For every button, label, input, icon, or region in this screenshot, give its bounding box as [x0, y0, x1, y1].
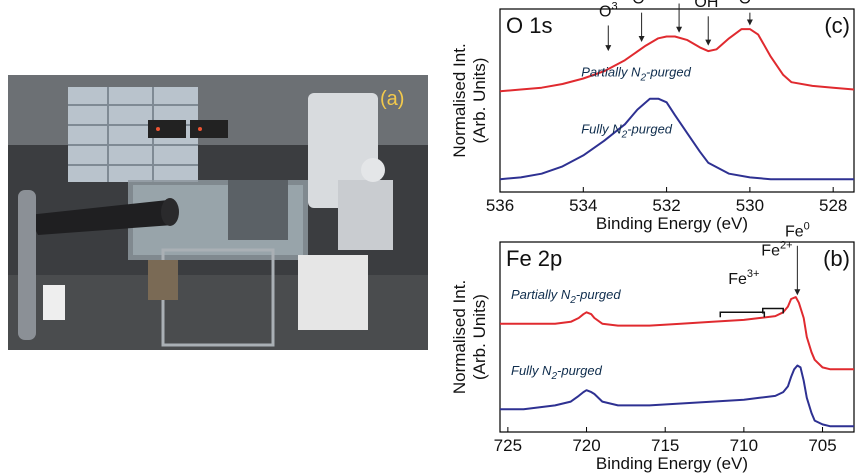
o1s-peak-arrow-head: [605, 45, 612, 52]
o1s-x-tick-label: 530: [736, 196, 764, 215]
fe2p-peak-label-0: Fe0: [785, 220, 810, 240]
fe2p-x-tick-label: 725: [494, 436, 522, 455]
o1s-peak-label-base: O: [739, 0, 751, 8]
fe2p-plot-frame: [499, 241, 855, 433]
o1s-peak-arrow-head: [676, 26, 683, 33]
o1s-peak-label-base: O: [599, 3, 611, 20]
fe2p-x-tick-label: 715: [651, 436, 679, 455]
o1s-y-axis-label-line1: Normalised Int.: [450, 43, 469, 157]
o1s-y-axis-label-line2: (Arb. Units): [470, 58, 489, 144]
fe2p-series-label-tail: -purged: [557, 363, 603, 378]
o1s-series-label-sub: 2: [621, 129, 628, 140]
fe2p-y-axis-label-line1: Normalised Int.: [450, 280, 469, 394]
fe2p-peak-label-sup: 0: [804, 220, 810, 232]
o1s-peak-label-3: OH-: [694, 0, 722, 11]
o1s-x-tick-label: 536: [486, 196, 514, 215]
o1s-series-label-sub: 2: [639, 73, 646, 84]
o1s-peak-label-1: O2: [632, 0, 651, 8]
fe2p-series-line-1: [500, 364, 854, 428]
o1s-element-label: O 1s: [506, 13, 552, 38]
fe2p-peak-arrow-head: [794, 289, 801, 296]
o1s-panel-label: (c): [824, 13, 850, 38]
o1s-series-label-tail: -purged: [627, 121, 673, 136]
fe2p-peak-label-sup: 2+: [780, 239, 793, 251]
o1s-x-tick-label: 532: [652, 196, 680, 215]
fe2p-x-tick-label: 710: [730, 436, 758, 455]
o1s-peak-label-0: O3: [599, 0, 618, 20]
fe2p-series-label-0: Partially N2-purged: [511, 287, 621, 306]
fe2p-peak-label-1: Fe2+: [761, 239, 792, 259]
fe2p-peak-label-2: Fe3+: [728, 268, 759, 288]
o1s-peak-label-sup: 3: [611, 0, 617, 12]
o1s-plot-frame: [499, 8, 855, 193]
glovebox-photo: (a): [8, 75, 428, 350]
fe2p-series-label-sub: 2: [569, 295, 576, 306]
fe2p-series-label-tail: -purged: [576, 287, 622, 302]
o1s-peak-arrow-head: [638, 35, 645, 42]
fe2p-series-label-main: Fully N: [511, 363, 552, 378]
fe2p-panel-label: (b): [823, 246, 850, 271]
photo-panel-label: (a): [380, 88, 404, 110]
fe2p-element-label: Fe 2p: [506, 246, 562, 271]
o1s-peak-label-sup: -: [718, 0, 722, 3]
fe2p-x-axis-label: Binding Energy (eV): [596, 454, 748, 473]
fe2p-series-label-sub: 2: [550, 371, 557, 382]
o1s-peak-label-base: O: [632, 0, 644, 8]
o1s-series-line-0: [499, 28, 855, 93]
o1s-series-label-0: Partially N2-purged: [581, 65, 691, 84]
o1s-x-axis-label: Binding Energy (eV): [596, 214, 748, 233]
fe2p-peak-label-base: Fe: [785, 223, 804, 240]
o1s-series-label-main: Fully N: [581, 121, 622, 136]
fe2p-peak-label-sup: 3+: [747, 268, 760, 280]
fe2p-range-bracket: [719, 311, 766, 318]
o1s-series-line-1: [499, 97, 854, 181]
o1s-series-label-main: Partially N: [581, 65, 641, 80]
o1s-series-label-tail: -purged: [646, 65, 692, 80]
fe2p-series-line-0: [500, 296, 854, 371]
fe2p-series-label-main: Partially N: [511, 287, 571, 302]
o1s-peak-label-4: O2-: [739, 0, 762, 8]
fe2p-series-label-1: Fully N2-purged: [511, 363, 603, 382]
glovebox-photo-drawing: (a): [8, 75, 428, 350]
o1s-x-tick-label: 528: [819, 196, 847, 215]
o1s-peak-label-base: OH: [694, 0, 718, 11]
fe2p-spectrum-panel: 725 720 715 710 705 Binding Energy (eV) Normal…: [450, 220, 855, 473]
fe2p-range-bracket: [761, 307, 784, 314]
fe2p-x-tick-label: 705: [808, 436, 836, 455]
o1s-peak-arrow-head: [746, 19, 753, 26]
fe2p-x-tick-label: 720: [572, 436, 600, 455]
o1s-spectrum-panel: 536 534 532 530 528 Binding Energy (eV) Normal…: [450, 0, 855, 233]
fe2p-peak-label-base: Fe: [728, 271, 747, 288]
fe2p-y-axis-label-line2: (Arb. Units): [470, 294, 489, 380]
fe2p-peak-label-base: Fe: [761, 242, 780, 259]
o1s-peak-arrow-head: [705, 39, 712, 46]
o1s-series-label-1: Fully N2-purged: [581, 121, 673, 140]
o1s-x-tick-label: 534: [569, 196, 597, 215]
